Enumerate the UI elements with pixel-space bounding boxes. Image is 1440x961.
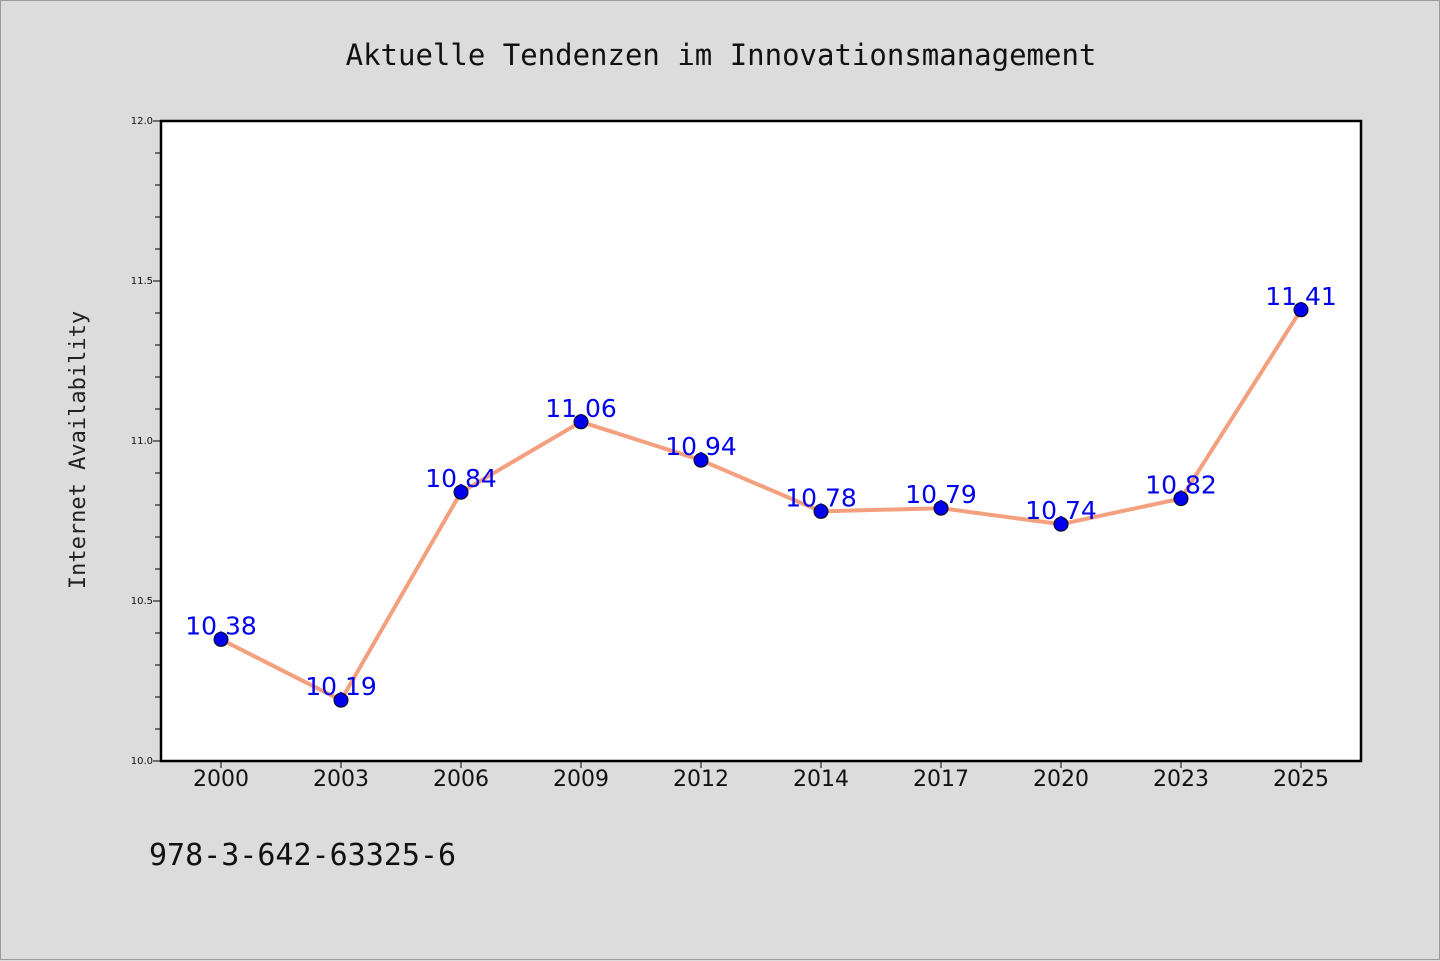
data-label: 11.41 bbox=[1265, 282, 1337, 311]
series-line-group bbox=[219, 307, 1303, 703]
data-label: 10.78 bbox=[785, 483, 857, 512]
series-line bbox=[219, 307, 1303, 703]
isbn-annotation: 978-3-642-63325-6 bbox=[149, 838, 456, 873]
x-tick-label: 2000 bbox=[193, 767, 249, 792]
data-point bbox=[333, 692, 349, 708]
data-label: 10.74 bbox=[1025, 496, 1097, 525]
plot-area bbox=[159, 119, 1363, 763]
data-point bbox=[573, 414, 589, 430]
y-tick-label: 10.0 bbox=[131, 756, 153, 767]
data-label: 10.94 bbox=[665, 432, 737, 461]
x-tick-label: 2014 bbox=[793, 767, 849, 792]
x-axis-ticks: 2000 2003 2006 2009 2012 2014 2017 2020 2023 2025 bbox=[193, 761, 1329, 792]
data-point bbox=[693, 452, 709, 468]
x-tick-label: 2009 bbox=[553, 767, 609, 792]
y-axis-ticks: 10.0 10.5 11.0 11.5 12.0 bbox=[131, 116, 161, 767]
data-point bbox=[1293, 302, 1309, 318]
y-tick-label: 11.5 bbox=[131, 276, 153, 287]
data-label: 10.79 bbox=[905, 480, 977, 509]
data-label: 10.84 bbox=[425, 464, 497, 493]
y-tick-label: 12.0 bbox=[131, 116, 153, 127]
x-tick-label: 2025 bbox=[1273, 767, 1329, 792]
data-point bbox=[1053, 516, 1069, 532]
y-tick-label: 11.0 bbox=[131, 436, 153, 447]
x-tick-label: 2017 bbox=[913, 767, 969, 792]
data-label: 10.38 bbox=[185, 611, 257, 640]
data-point bbox=[453, 484, 469, 500]
x-tick-label: 2012 bbox=[673, 767, 729, 792]
x-tick-label: 2006 bbox=[433, 767, 489, 792]
data-point bbox=[933, 500, 949, 516]
data-label: 10.82 bbox=[1145, 471, 1217, 500]
y-tick-label: 10.5 bbox=[131, 596, 153, 607]
data-label: 10.19 bbox=[305, 672, 377, 701]
x-tick-label: 2023 bbox=[1153, 767, 1209, 792]
data-label: 11.06 bbox=[545, 394, 617, 423]
chart-title: Aktuelle Tendenzen im Innovationsmanagem… bbox=[346, 38, 1097, 72]
data-point bbox=[813, 503, 829, 519]
data-point bbox=[1173, 491, 1189, 507]
data-markers bbox=[213, 302, 1309, 708]
data-point bbox=[213, 631, 229, 647]
x-tick-label: 2020 bbox=[1033, 767, 1089, 792]
x-tick-label: 2003 bbox=[313, 767, 369, 792]
data-labels: 10.38 10.19 10.84 11.06 10.94 10.78 10.79 10.74… bbox=[185, 282, 1337, 701]
y-axis-label: Internet Availability bbox=[66, 311, 91, 589]
